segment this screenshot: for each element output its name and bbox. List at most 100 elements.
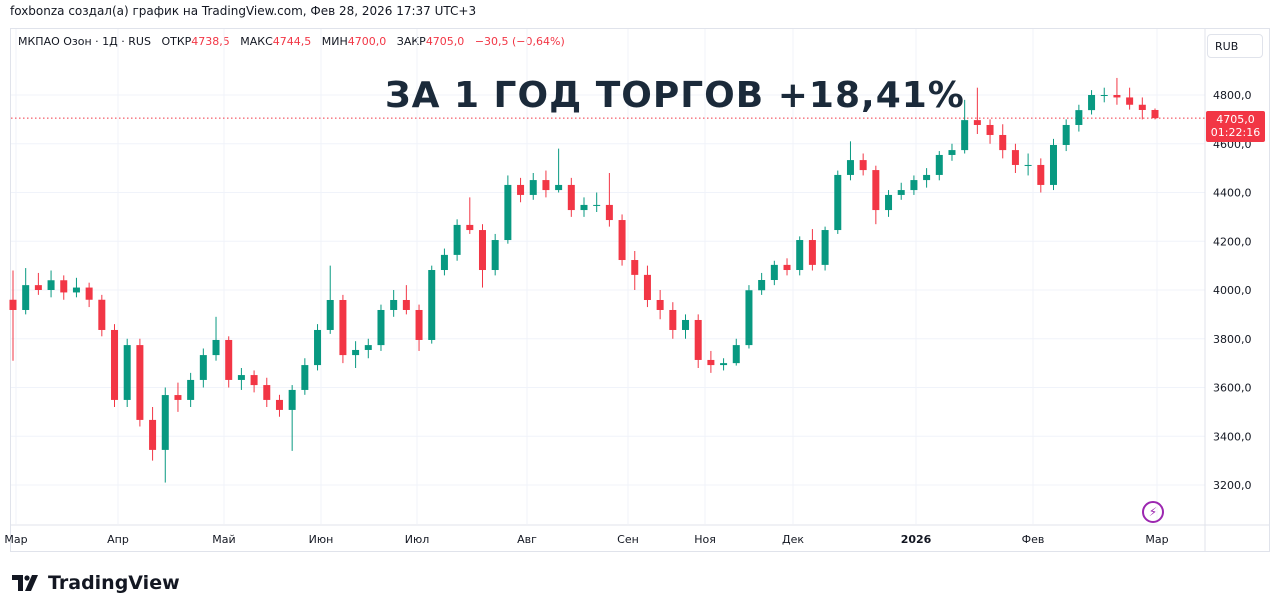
candle-body	[732, 345, 740, 364]
candle-body	[98, 299, 106, 330]
headline-annotation: ЗА 1 ГОД ТОРГОВ +18,41%	[385, 75, 965, 116]
candle-body	[34, 285, 42, 290]
candle-body	[961, 120, 969, 151]
brand-name: TradingView	[48, 572, 180, 594]
close-label: ЗАКР	[396, 35, 426, 48]
candle-body	[656, 299, 664, 310]
y-tick-label: 4800,0	[1213, 89, 1252, 102]
candle-body	[1024, 164, 1032, 166]
candle-body	[999, 134, 1007, 151]
x-tick-label: Ноя	[694, 533, 716, 546]
x-tick-label: Июл	[405, 533, 430, 546]
candle-body	[402, 299, 410, 310]
candle-body	[682, 319, 690, 330]
candle-body	[352, 349, 360, 356]
candle-body	[364, 345, 372, 350]
tradingview-logo-icon	[12, 575, 38, 591]
candle-body	[60, 280, 68, 293]
candle-body	[529, 180, 537, 195]
close-value: 4705,0	[425, 35, 465, 48]
candle-body	[948, 150, 956, 155]
x-tick-label: Мар	[4, 533, 27, 546]
candle-body	[846, 160, 854, 175]
y-tick-label: 3200,0	[1213, 479, 1252, 492]
change-value: −30,5 (−0,64%)	[474, 35, 565, 48]
bar-countdown: 01:22:16	[1210, 126, 1261, 139]
chart-frame	[10, 28, 1270, 552]
candle-body	[821, 230, 829, 265]
candle-body	[9, 299, 17, 310]
candle-body	[22, 285, 30, 310]
candle-body	[555, 184, 563, 191]
candle-body	[808, 240, 816, 265]
lightning-icon[interactable]: ⚡	[1142, 501, 1164, 523]
candle-body	[478, 230, 486, 271]
candle-body	[517, 184, 525, 195]
candle-body	[897, 190, 905, 195]
currency-button[interactable]: RUB	[1207, 34, 1263, 58]
candle-body	[973, 120, 981, 125]
candle-body	[834, 174, 842, 231]
candle-body	[1049, 144, 1057, 185]
open-value: 4738,5	[191, 35, 230, 48]
candle-body	[149, 419, 157, 450]
x-tick-label: Авг	[517, 533, 537, 546]
candle-body	[250, 375, 258, 386]
candle-body	[314, 329, 322, 366]
low-value: 4700,0	[347, 35, 387, 48]
candle-body	[377, 309, 385, 346]
candle-body	[1088, 95, 1096, 111]
candle-body	[415, 309, 423, 340]
candle-body	[872, 170, 880, 211]
tradingview-logo: TradingView	[12, 572, 180, 594]
candle-body	[758, 280, 766, 291]
candle-body	[212, 339, 220, 356]
candle-body	[720, 363, 728, 366]
high-value: 4744,5	[272, 35, 312, 48]
y-tick-label: 4000,0	[1213, 284, 1252, 297]
candle-body	[237, 375, 245, 380]
candle-body	[428, 270, 436, 340]
candle-body	[618, 220, 626, 261]
candle-body	[1151, 109, 1159, 119]
x-tick-label: Фев	[1022, 533, 1045, 546]
x-tick-label: Сен	[617, 533, 639, 546]
candle-body	[453, 224, 461, 255]
candle-body	[136, 345, 144, 420]
y-tick-label: 3400,0	[1213, 430, 1252, 443]
candle-body	[85, 287, 93, 300]
candle-body	[567, 184, 575, 211]
candle-body	[859, 160, 867, 171]
candle-body	[783, 264, 791, 271]
candle-body	[390, 299, 398, 310]
candle-body	[707, 359, 715, 366]
candle-body	[935, 154, 943, 175]
y-tick-label: 4400,0	[1213, 187, 1252, 200]
last-price-tag: 4705,0 01:22:16	[1206, 111, 1265, 142]
candle-body	[1062, 124, 1070, 145]
candle-body	[770, 264, 778, 281]
candle-body	[1126, 97, 1134, 105]
candle-body	[669, 309, 677, 330]
y-tick-label: 3800,0	[1213, 333, 1252, 346]
candle-body	[161, 395, 169, 450]
candle-body	[174, 395, 182, 400]
candle-body	[1113, 95, 1121, 98]
candle-body	[504, 184, 512, 241]
candle-body	[1100, 95, 1108, 96]
candle-body	[466, 224, 474, 231]
candle-body	[1138, 104, 1146, 110]
candle-body	[47, 280, 55, 290]
candle-body	[745, 290, 753, 346]
x-tick-label: Май	[212, 533, 235, 546]
candle-body	[542, 180, 550, 191]
candle-body	[1075, 110, 1083, 125]
x-tick-label: Июн	[309, 533, 334, 546]
candle-body	[910, 180, 918, 191]
candle-body	[1011, 150, 1019, 165]
candle-body	[225, 339, 233, 380]
x-tick-label: Апр	[107, 533, 129, 546]
low-label: МИН	[321, 35, 348, 48]
candle-body	[199, 355, 207, 380]
